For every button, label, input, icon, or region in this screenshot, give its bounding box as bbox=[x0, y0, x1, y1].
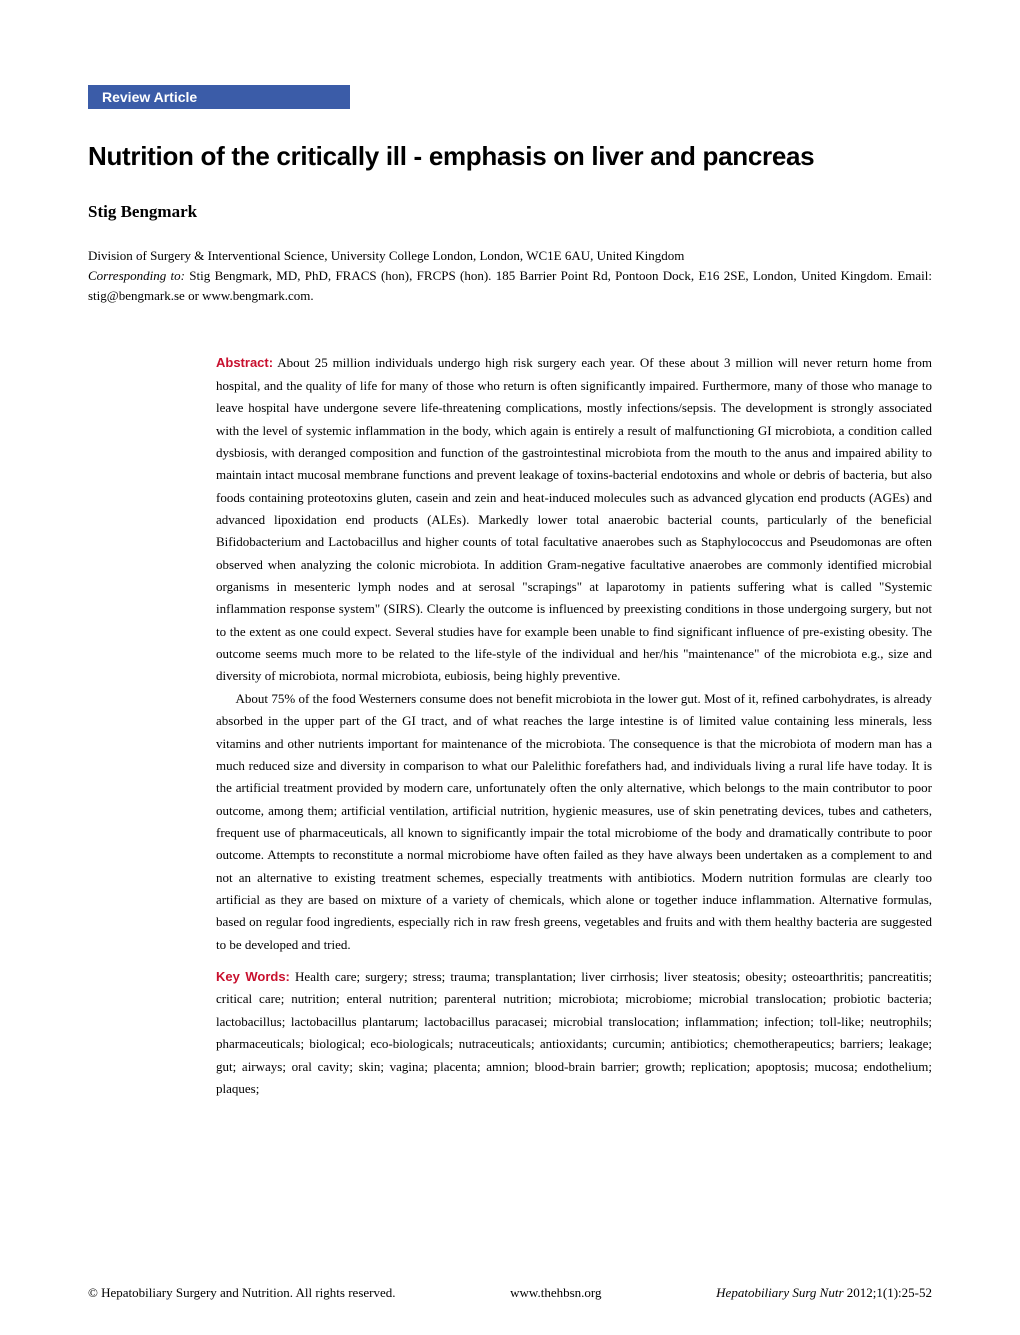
corresponding-block: Corresponding to: Stig Bengmark, MD, PhD… bbox=[88, 266, 932, 306]
footer-url: www.thehbsn.org bbox=[510, 1285, 601, 1301]
abstract-paragraph-2: About 75% of the food Westerners consume… bbox=[216, 688, 932, 956]
page-footer: © Hepatobiliary Surgery and Nutrition. A… bbox=[88, 1285, 932, 1301]
abstract-paragraph-1: Abstract: About 25 million individuals u… bbox=[216, 352, 932, 687]
corresponding-label: Corresponding to: bbox=[88, 268, 185, 283]
footer-journal: Hepatobiliary Surg Nutr bbox=[716, 1285, 843, 1300]
keywords-block: Key Words: Health care; surgery; stress;… bbox=[88, 966, 932, 1100]
corresponding-text: Stig Bengmark, MD, PhD, FRACS (hon), FRC… bbox=[88, 268, 932, 303]
abstract-block: Abstract: About 25 million individuals u… bbox=[88, 352, 932, 956]
footer-copyright: © Hepatobiliary Surgery and Nutrition. A… bbox=[88, 1285, 396, 1301]
author-name: Stig Bengmark bbox=[88, 202, 932, 222]
keywords-label: Key Words: bbox=[216, 969, 290, 984]
footer-issue: 2012;1(1):25-52 bbox=[844, 1285, 932, 1300]
affiliation-text: Division of Surgery & Interventional Sci… bbox=[88, 246, 932, 266]
abstract-label: Abstract: bbox=[216, 355, 273, 370]
article-title: Nutrition of the critically ill - emphas… bbox=[88, 141, 932, 172]
keywords-text: Health care; surgery; stress; trauma; tr… bbox=[216, 969, 932, 1096]
article-type-badge: Review Article bbox=[88, 85, 350, 109]
abstract-p1-text: About 25 million individuals undergo hig… bbox=[216, 355, 932, 683]
footer-citation: Hepatobiliary Surg Nutr 2012;1(1):25-52 bbox=[716, 1285, 932, 1301]
